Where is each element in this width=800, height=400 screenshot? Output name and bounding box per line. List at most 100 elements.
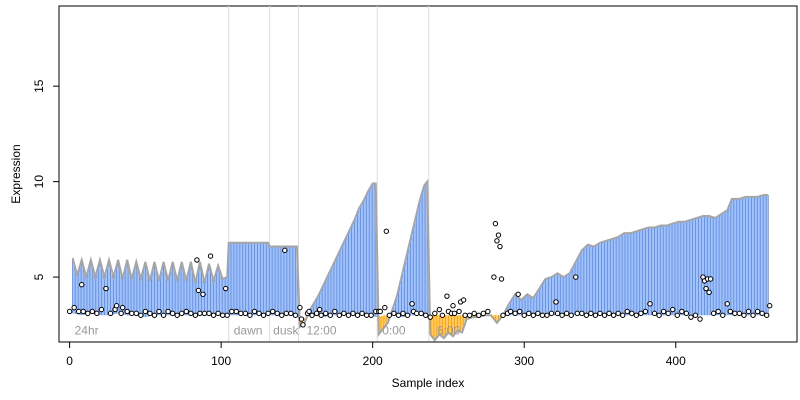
sample-point (260, 312, 267, 318)
sample-point (563, 310, 570, 317)
sample-point (345, 312, 352, 318)
sample-point (282, 247, 288, 254)
sample-point (568, 312, 574, 318)
sample-point (318, 312, 324, 318)
sample-point (151, 312, 158, 318)
sample-point (754, 308, 761, 315)
sample-point (707, 276, 714, 282)
sample-point (336, 312, 343, 318)
sample-point (497, 243, 503, 250)
sample-point (665, 310, 671, 317)
sample-point (750, 312, 756, 318)
sample-point (660, 308, 667, 315)
sample-point (363, 312, 370, 318)
section-label: 0:00 (382, 323, 406, 337)
section-labels: 24hr dawn dusk 12:00 0:00 6:00 (75, 323, 461, 337)
sample-point (179, 310, 185, 317)
x-axis: 0 100 200 300 400 (66, 341, 686, 368)
sample-point (147, 310, 153, 317)
sample-point (767, 303, 773, 309)
sample-point (124, 308, 130, 315)
expression-bars (72, 181, 769, 341)
sample-point (418, 310, 424, 317)
sample-point (194, 257, 200, 263)
sample-point (323, 310, 329, 317)
sample-point (400, 310, 406, 317)
sample-point (313, 310, 320, 317)
sample-point (606, 310, 612, 317)
sample-point (683, 310, 690, 317)
sample-point (292, 312, 299, 318)
sample-point (103, 285, 109, 292)
sample-point (535, 310, 541, 317)
sample-point (736, 310, 743, 317)
sample-point (521, 312, 527, 318)
sample-point (745, 308, 752, 315)
sample-point (638, 310, 644, 317)
sample-point (183, 308, 189, 315)
sample-point (71, 304, 77, 311)
sample-point (741, 312, 747, 318)
sample-point (559, 312, 565, 318)
sample-point (759, 310, 765, 317)
sample-point (674, 312, 680, 318)
sample-point (451, 310, 458, 317)
sample-point (395, 312, 402, 318)
sample-point (476, 312, 482, 318)
sample-point (710, 310, 717, 317)
x-tick-label: 200 (363, 354, 383, 368)
sample-point (332, 308, 338, 315)
y-axis-label: Expression (9, 144, 23, 203)
sample-point (142, 308, 149, 315)
sample-point (350, 310, 356, 317)
sample-point (597, 310, 603, 317)
sample-point (306, 308, 312, 315)
sample-point (471, 310, 477, 317)
sample-point (427, 314, 433, 320)
sample-point (283, 310, 290, 317)
sample-point (298, 316, 305, 322)
sample-point (697, 316, 703, 322)
sample-point (498, 276, 505, 282)
sample-point (491, 274, 497, 280)
sample-point (480, 310, 487, 317)
sample-point (207, 253, 214, 259)
sample-point (300, 322, 306, 328)
sample-point (113, 303, 120, 309)
sample-point (642, 308, 649, 315)
section-label: 6:00 (437, 323, 461, 337)
sample-point (215, 310, 221, 317)
sample-point (512, 310, 518, 317)
sample-point (174, 312, 180, 318)
sample-point (256, 310, 262, 317)
sample-point (188, 310, 194, 317)
sample-point (715, 308, 721, 315)
sample-point (588, 310, 594, 317)
sample-point (107, 310, 114, 317)
sample-point (391, 310, 397, 317)
sample-point (251, 308, 258, 315)
sample-point (495, 232, 502, 238)
sample-point (210, 312, 217, 318)
sample-point (544, 312, 550, 318)
sample-point (706, 289, 712, 296)
sample-point (413, 310, 420, 317)
sample-point (98, 306, 105, 313)
sample-point (444, 293, 450, 299)
sample-point (409, 301, 415, 307)
sample-point (160, 312, 167, 318)
sample-point (309, 312, 315, 318)
sample-point (516, 308, 523, 315)
sample-point (354, 312, 361, 318)
sample-point (383, 228, 390, 234)
y-tick-label: 10 (32, 175, 46, 189)
sample-point (156, 308, 162, 315)
y-tick-label: 5 (32, 273, 46, 280)
sample-point (485, 308, 491, 315)
section-label: dusk (273, 323, 299, 337)
sample-point (224, 312, 230, 318)
sample-point (553, 299, 559, 305)
sample-point (359, 310, 365, 317)
sample-point (233, 308, 240, 315)
